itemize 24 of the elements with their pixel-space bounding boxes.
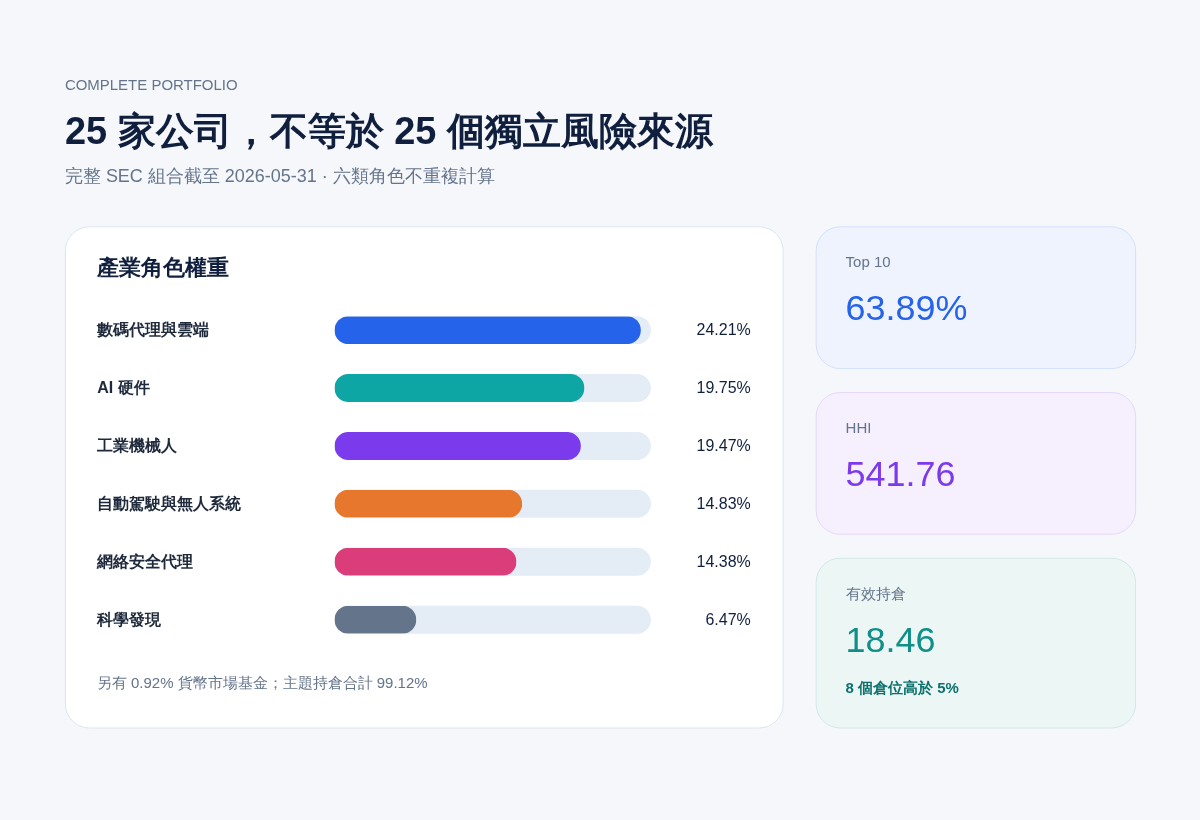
- data-label: 24.21%: [696, 321, 751, 339]
- text: 8 個倉位高於 5%: [845, 678, 959, 696]
- data-label: 19.75%: [696, 379, 751, 397]
- y-tick-label: 科學發現: [96, 610, 163, 628]
- chart-title: 產業角色權重: [95, 255, 229, 281]
- data-label: 6.47%: [705, 610, 751, 628]
- y-tick-label: 數碼代理與雲端: [96, 321, 210, 339]
- text: 25 家公司，不等於 25 個獨立風險來源: [64, 110, 714, 153]
- data-label: 14.38%: [696, 552, 751, 570]
- text: 有效持倉: [845, 584, 906, 602]
- text: COMPLETE PORTFOLIO: [64, 75, 238, 93]
- text: 完整 SEC 組合截至 2026-05-31 · 六類角色不重複計算: [64, 166, 495, 187]
- y-tick-label: 網絡安全代理: [96, 551, 194, 570]
- data-label: 19.47%: [696, 436, 751, 454]
- y-tick-label: 自動駕駛與無人系統: [97, 494, 242, 513]
- text: 541.76: [845, 452, 956, 494]
- y-tick-label: 工業機械人: [96, 436, 179, 454]
- y-tick-label: AI 硬件: [97, 379, 150, 397]
- text: 18.46: [845, 618, 936, 660]
- text: 另有 0.92% 貨幣市場基金；主題持倉合計 99.12%: [96, 673, 428, 691]
- text: HHI: [845, 418, 872, 436]
- data-label: 14.83%: [696, 494, 751, 512]
- text: 63.89%: [845, 287, 968, 329]
- text: Top 10: [845, 253, 891, 271]
